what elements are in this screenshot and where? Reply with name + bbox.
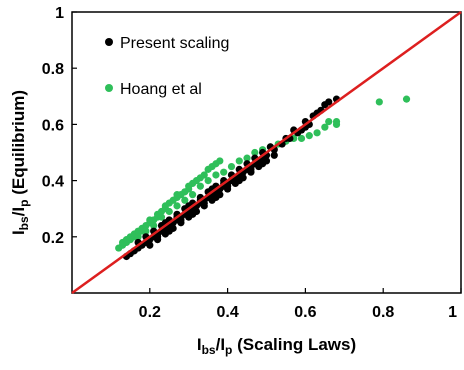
point-hoang-et-al-66 bbox=[402, 95, 411, 103]
point-hoang-et-al-44 bbox=[188, 191, 197, 199]
point-present-scaling-76 bbox=[270, 151, 278, 159]
point-present-scaling-77 bbox=[153, 233, 162, 241]
x-axis-label-tail: (Scaling Laws) bbox=[232, 335, 356, 354]
point-hoang-et-al-46 bbox=[204, 177, 212, 185]
axis-ticks: 0.2 0.4 0.6 0.8 1 0.2 0.4 0.6 0.8 1 bbox=[42, 5, 462, 321]
point-present-scaling-84 bbox=[235, 177, 243, 185]
x-tick-label-0: 0.2 bbox=[139, 304, 161, 321]
x-axis-label-sub1: bs bbox=[202, 343, 216, 357]
point-hoang-et-al-38 bbox=[142, 227, 150, 235]
reference-line bbox=[71, 10, 462, 295]
point-hoang-et-al-59 bbox=[305, 132, 313, 140]
y-axis-label: Ibs/Ip (Equilibrium) bbox=[9, 90, 31, 235]
point-hoang-et-al-60 bbox=[313, 129, 321, 137]
legend-label-hoang-et-al: Hoang et al bbox=[120, 81, 202, 98]
x-tick-label-2: 0.6 bbox=[294, 304, 316, 321]
y-tick-label-4: 1 bbox=[55, 5, 64, 22]
legend-label-present-scaling: Present scaling bbox=[120, 35, 229, 52]
y-axis-label-sub2: p bbox=[17, 200, 31, 207]
point-hoang-et-al-43 bbox=[181, 196, 189, 204]
point-hoang-et-al-61 bbox=[321, 123, 329, 131]
point-present-scaling-78 bbox=[165, 227, 173, 235]
point-hoang-et-al-37 bbox=[134, 233, 142, 241]
y-tick-label-1: 0.4 bbox=[42, 174, 64, 191]
point-hoang-et-al-52 bbox=[251, 148, 259, 157]
point-hoang-et-al-58 bbox=[297, 134, 306, 143]
y-tick-label-0: 0.2 bbox=[42, 230, 64, 247]
y-axis-label-main: I bbox=[9, 230, 28, 235]
y-axis-label-tail: (Equilibrium) bbox=[9, 90, 28, 200]
point-present-scaling-86 bbox=[259, 160, 267, 168]
point-hoang-et-al-41 bbox=[165, 207, 173, 216]
point-hoang-et-al-64 bbox=[332, 120, 341, 128]
point-hoang-et-al-50 bbox=[235, 157, 243, 165]
x-axis-label-main: I bbox=[197, 335, 202, 354]
point-hoang-et-al-47 bbox=[212, 171, 220, 179]
legend: Present scaling Hoang et al bbox=[105, 35, 229, 98]
y-tick-label-3: 0.8 bbox=[42, 61, 64, 78]
point-present-scaling-85 bbox=[247, 165, 255, 173]
legend-marker-hoang-et-al bbox=[105, 84, 113, 92]
point-hoang-et-al-32 bbox=[200, 171, 208, 179]
point-hoang-et-al-51 bbox=[243, 154, 251, 162]
point-present-scaling-60 bbox=[146, 241, 154, 249]
x-axis-label: Ibs/Ip (Scaling Laws) bbox=[197, 335, 356, 357]
point-present-scaling-82 bbox=[212, 193, 220, 202]
y-tick-label-2: 0.6 bbox=[42, 117, 64, 134]
x-tick-label-3: 0.8 bbox=[372, 304, 394, 321]
x-axis-label-sub2: p bbox=[225, 343, 232, 357]
point-hoang-et-al-36 bbox=[216, 157, 224, 165]
point-hoang-et-al-48 bbox=[220, 168, 228, 176]
x-tick-label-1: 0.4 bbox=[216, 304, 238, 321]
point-hoang-et-al-45 bbox=[196, 182, 204, 190]
point-hoang-et-al-40 bbox=[157, 213, 166, 221]
data-points bbox=[115, 95, 411, 261]
y-axis-label-mid: /I bbox=[9, 207, 28, 216]
y-axis-label-sub1: bs bbox=[17, 216, 31, 230]
point-hoang-et-al-62 bbox=[325, 117, 333, 126]
x-axis-label-mid: /I bbox=[216, 335, 225, 354]
x-tick-label-4: 1 bbox=[448, 304, 457, 321]
point-hoang-et-al-42 bbox=[173, 202, 181, 210]
legend-marker-present-scaling bbox=[105, 38, 113, 46]
point-present-scaling-80 bbox=[188, 210, 197, 218]
point-hoang-et-al-65 bbox=[375, 98, 383, 106]
point-hoang-et-al-39 bbox=[150, 221, 158, 230]
point-present-scaling-102 bbox=[325, 98, 333, 106]
point-hoang-et-al-49 bbox=[227, 162, 236, 171]
